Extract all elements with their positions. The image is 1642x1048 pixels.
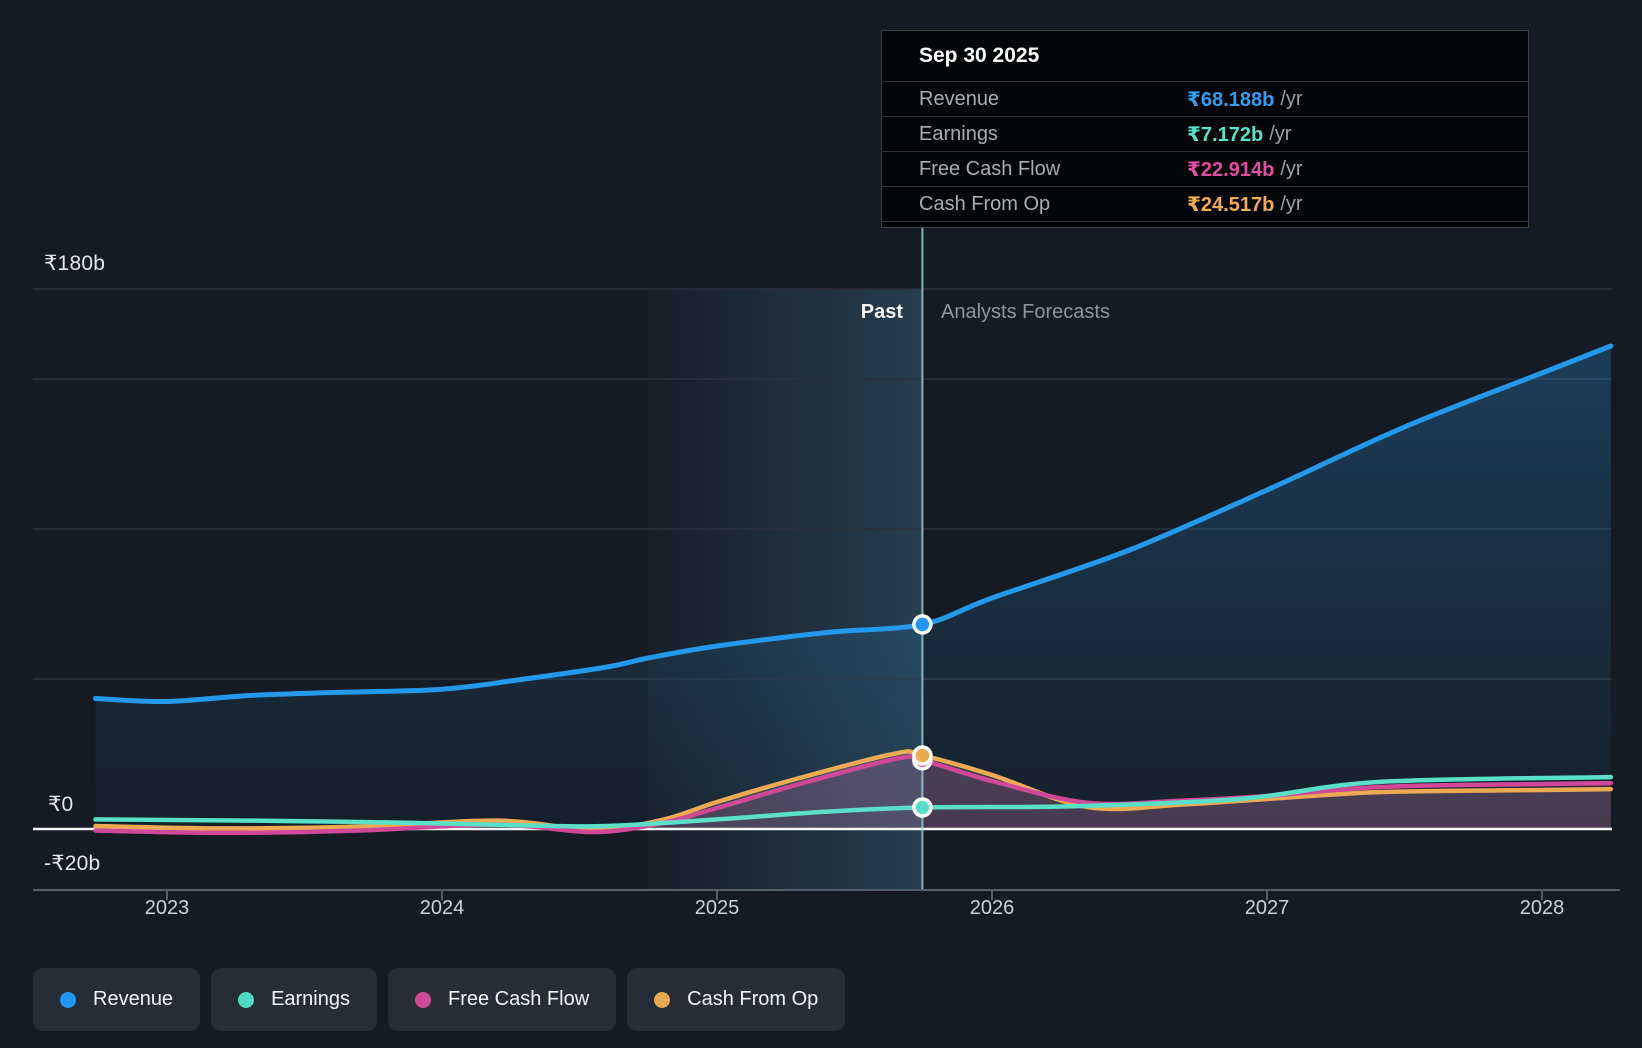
tooltip-row-unit: /yr xyxy=(1269,122,1292,145)
y-axis-label-180b: ₹180b xyxy=(44,252,106,275)
legend-item-revenue[interactable]: Revenue xyxy=(33,968,201,1031)
free-cash-flow-legend-dot-icon xyxy=(415,991,431,1008)
tooltip-row-free-cash-flow: Free Cash Flow ₹22.914b /yr xyxy=(882,152,1528,187)
tooltip-row-label: Cash From Op xyxy=(919,192,1051,215)
legend-item-label: Free Cash Flow xyxy=(448,988,590,1010)
y-axis-label-0: ₹0 xyxy=(48,793,74,816)
legend-item-earnings[interactable]: Earnings xyxy=(211,968,377,1031)
chart-legend: Revenue Earnings Free Cash Flow Cash From O… xyxy=(33,968,846,1031)
x-axis-label-2026: 2026 xyxy=(969,897,1015,919)
legend-item-label: Cash From Op xyxy=(687,988,819,1010)
tooltip-row-value: ₹68.188b xyxy=(1187,88,1275,111)
legend-item-cash-from-op[interactable]: Cash From Op xyxy=(627,968,846,1031)
free-cash-flow-area xyxy=(95,756,1611,833)
revenue-legend-dot-icon xyxy=(60,991,76,1008)
past-zone-label: Past xyxy=(860,301,903,323)
analysts-forecasts-zone-label: Analysts Forecasts xyxy=(941,301,1110,323)
legend-item-label: Revenue xyxy=(93,988,174,1010)
tooltip-row-value: ₹7.172b xyxy=(1187,123,1264,146)
legend-item-label: Earnings xyxy=(271,988,350,1010)
tooltip-row-revenue: Revenue ₹68.188b /yr xyxy=(882,82,1528,117)
tooltip-row-cash-from-op: Cash From Op ₹24.517b /yr xyxy=(882,187,1528,222)
revenue-area xyxy=(95,346,1611,829)
tooltip-row-value: ₹22.914b xyxy=(1187,158,1275,181)
cash-from-op-marker xyxy=(912,745,933,766)
revenue-marker xyxy=(912,614,933,635)
tooltip-row-value: ₹24.517b xyxy=(1187,193,1275,216)
tooltip-row-label: Revenue xyxy=(919,87,1000,110)
legend-item-free-cash-flow[interactable]: Free Cash Flow xyxy=(388,968,617,1031)
earnings-line xyxy=(93,774,1614,829)
tooltip-row-unit: /yr xyxy=(1280,192,1303,215)
x-axis-label-2027: 2027 xyxy=(1244,897,1290,919)
x-axis-label-2023: 2023 xyxy=(144,897,190,919)
tooltip-row-label: Earnings xyxy=(919,122,998,145)
cash-from-op-area xyxy=(95,751,1611,830)
free-cash-flow-line xyxy=(93,754,1614,836)
y-axis-label-neg20b: -₹20b xyxy=(44,852,101,875)
cash-from-op-legend-dot-icon xyxy=(654,991,671,1008)
x-axis-label-2024: 2024 xyxy=(419,897,465,919)
tooltip-row-unit: /yr xyxy=(1280,157,1303,180)
tooltip-date: Sep 30 2025 xyxy=(882,31,1528,82)
tooltip-row-label: Free Cash Flow xyxy=(919,157,1061,180)
x-axis-label-2025: 2025 xyxy=(694,897,740,919)
earnings-legend-dot-icon xyxy=(238,991,255,1008)
tooltip-row-unit: /yr xyxy=(1280,87,1303,110)
x-axis-label-2028: 2028 xyxy=(1519,897,1565,919)
earnings-marker xyxy=(912,797,933,818)
revenue-line xyxy=(93,343,1614,705)
tooltip-row-earnings: Earnings ₹7.172b /yr xyxy=(882,117,1528,152)
chart-tooltip: Sep 30 2025 Revenue ₹68.188b /yr Earnings… xyxy=(881,30,1529,228)
x-axis: 2023 2024 2025 2026 2027 2028 xyxy=(0,897,1642,925)
